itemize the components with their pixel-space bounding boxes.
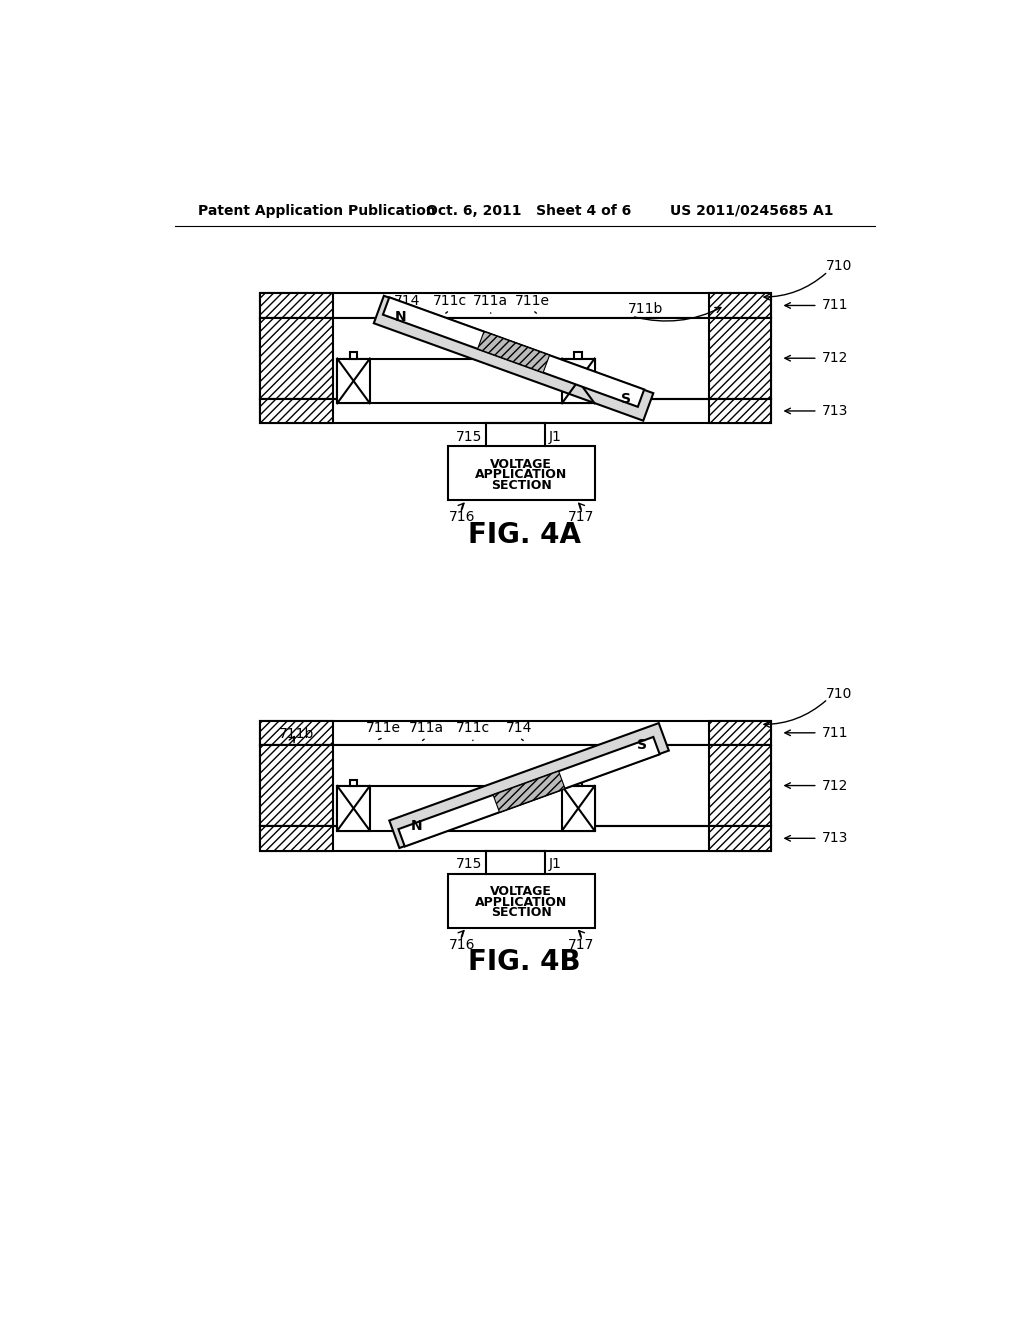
Text: 717: 717: [567, 511, 594, 524]
Text: US 2011/0245685 A1: US 2011/0245685 A1: [671, 203, 834, 218]
Polygon shape: [574, 352, 583, 359]
Text: FIG. 4B: FIG. 4B: [469, 948, 581, 977]
Text: Patent Application Publication: Patent Application Publication: [198, 203, 435, 218]
Polygon shape: [383, 297, 644, 407]
Polygon shape: [494, 771, 565, 812]
Text: 711b: 711b: [280, 727, 314, 742]
Text: 711b: 711b: [628, 301, 664, 315]
Polygon shape: [337, 359, 595, 404]
Polygon shape: [337, 785, 595, 830]
Text: N: N: [395, 310, 407, 325]
Polygon shape: [260, 744, 771, 826]
Text: FIG. 4A: FIG. 4A: [468, 521, 582, 549]
Polygon shape: [562, 359, 595, 404]
Polygon shape: [260, 721, 334, 744]
Text: 711a: 711a: [409, 721, 444, 735]
Text: APPLICATION: APPLICATION: [475, 469, 567, 482]
Text: VOLTAGE: VOLTAGE: [490, 884, 552, 898]
Text: SECTION: SECTION: [490, 907, 552, 920]
Text: 712: 712: [821, 779, 848, 792]
Text: VOLTAGE: VOLTAGE: [490, 458, 552, 471]
Polygon shape: [337, 785, 370, 830]
Text: 716: 716: [449, 937, 475, 952]
Polygon shape: [710, 826, 771, 850]
Polygon shape: [398, 737, 659, 846]
Polygon shape: [562, 785, 595, 830]
Text: 716: 716: [449, 511, 475, 524]
Polygon shape: [447, 874, 595, 928]
Text: S: S: [622, 392, 632, 407]
Polygon shape: [260, 826, 334, 850]
Text: 711c: 711c: [456, 721, 489, 735]
Text: 711e: 711e: [515, 294, 550, 308]
Text: 713: 713: [821, 832, 848, 845]
Text: 715: 715: [456, 430, 482, 444]
Text: J1: J1: [549, 430, 561, 444]
Text: 712: 712: [821, 351, 848, 366]
Polygon shape: [477, 331, 550, 372]
Polygon shape: [349, 352, 357, 359]
Polygon shape: [260, 318, 334, 399]
Text: 714: 714: [506, 721, 532, 735]
Text: 717: 717: [567, 937, 594, 952]
Polygon shape: [260, 744, 334, 826]
Polygon shape: [710, 744, 771, 826]
Text: 711: 711: [821, 726, 848, 739]
Text: 711a: 711a: [473, 294, 508, 308]
Text: 710: 710: [825, 686, 852, 701]
Text: N: N: [411, 820, 422, 833]
Text: 711: 711: [821, 298, 848, 313]
Polygon shape: [260, 399, 334, 424]
Polygon shape: [710, 721, 771, 744]
Polygon shape: [349, 780, 357, 785]
Text: J1: J1: [549, 858, 561, 871]
Polygon shape: [260, 318, 771, 399]
Polygon shape: [574, 780, 583, 785]
Text: 715: 715: [456, 858, 482, 871]
Polygon shape: [710, 399, 771, 424]
Text: SECTION: SECTION: [490, 479, 552, 492]
Text: 711c: 711c: [432, 294, 467, 308]
Text: 713: 713: [821, 404, 848, 418]
Text: 711e: 711e: [367, 721, 401, 735]
Polygon shape: [447, 446, 595, 500]
Polygon shape: [374, 296, 653, 421]
Text: Oct. 6, 2011   Sheet 4 of 6: Oct. 6, 2011 Sheet 4 of 6: [426, 203, 632, 218]
Polygon shape: [337, 359, 370, 404]
Text: 714: 714: [394, 294, 420, 308]
Polygon shape: [710, 293, 771, 318]
Polygon shape: [710, 318, 771, 399]
Text: S: S: [637, 738, 647, 752]
Text: APPLICATION: APPLICATION: [475, 896, 567, 908]
Text: 710: 710: [825, 259, 852, 273]
Polygon shape: [389, 723, 669, 847]
Polygon shape: [260, 293, 334, 318]
